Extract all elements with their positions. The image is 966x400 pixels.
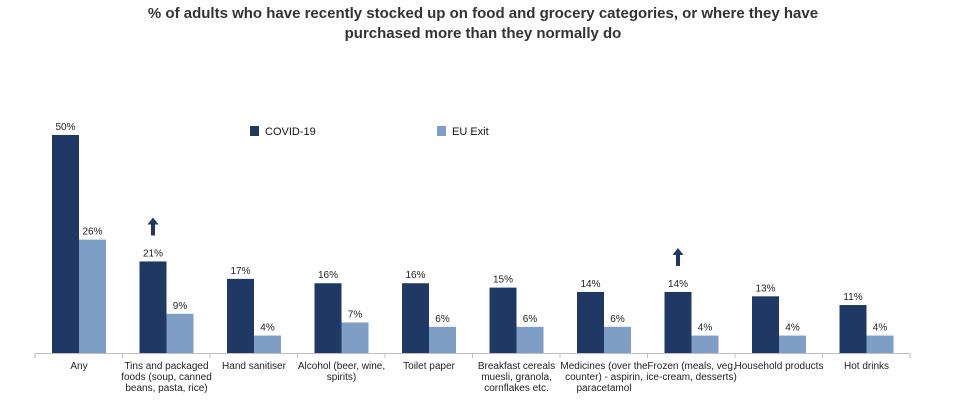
data-label: 14%: [580, 279, 600, 290]
bar-eu-exit: [779, 335, 806, 353]
bar-eu-exit: [166, 313, 194, 353]
bar-covid-19: [139, 261, 167, 353]
data-label: 4%: [698, 323, 713, 334]
x-tick-label: Alcohol (beer, wine,: [298, 361, 385, 372]
bar-eu-exit: [79, 239, 106, 353]
x-tick-label: foods (soup, canned: [121, 372, 212, 383]
x-tick-label: cornflakes etc.: [484, 383, 548, 394]
data-label: 6%: [523, 314, 538, 325]
data-label: 13%: [755, 283, 775, 294]
bar-covid-19: [664, 291, 692, 353]
data-label: 6%: [610, 314, 625, 325]
data-label: 4%: [873, 323, 888, 334]
bar-covid-19: [227, 278, 254, 353]
data-label: 16%: [318, 270, 338, 281]
data-label: 17%: [230, 266, 250, 277]
x-tick-label: paracetamol: [576, 383, 631, 394]
x-tick-label: Frozen (meals, veg,: [647, 361, 735, 372]
legend-label-eu-exit: EU Exit: [452, 126, 489, 138]
x-tick-label: Toilet paper: [403, 361, 455, 372]
x-tick-label: muesli, granola,: [481, 372, 552, 383]
bar-covid-19: [489, 287, 517, 353]
x-tick-label: spirits): [327, 372, 356, 383]
chart-title-line-1: % of adults who have recently stocked up…: [147, 5, 819, 22]
data-label: 11%: [843, 292, 862, 303]
x-tick-label: beans, pasta, rice): [125, 383, 207, 394]
data-label: 16%: [405, 270, 425, 281]
bar-covid-19: [314, 283, 342, 353]
chart-title-line-2: purchased more than they normally do: [344, 25, 622, 42]
x-tick-label: Hand sanitiser: [222, 361, 287, 372]
x-tick-label: Hot drinks: [844, 361, 889, 372]
data-label: 7%: [348, 309, 363, 320]
data-label: 15%: [493, 275, 513, 286]
chart-title: % of adults who have recently stocked up…: [0, 4, 966, 44]
data-label: 4%: [785, 323, 800, 334]
x-tick-label: Any: [70, 361, 87, 372]
bar-covid-19: [839, 305, 867, 353]
bar-eu-exit: [604, 326, 631, 353]
bar-eu-exit: [429, 326, 456, 353]
x-tick-label: counter) - aspirin,: [565, 372, 643, 383]
data-label: 21%: [143, 248, 163, 259]
data-label: 6%: [435, 314, 450, 325]
data-label: 4%: [260, 323, 275, 334]
bar-eu-exit: [691, 335, 719, 353]
x-tick-label: Medicines (over the: [560, 361, 648, 372]
legend-swatch-eu-exit: [437, 126, 446, 136]
bar-covid-19: [577, 291, 604, 353]
x-tick-label: Household products: [735, 361, 824, 372]
bar-covid-19: [52, 135, 79, 353]
up-arrow-icon: [672, 247, 684, 266]
bar-covid-19: [752, 296, 779, 353]
legend-label-covid-19: COVID-19: [265, 126, 316, 138]
data-label: 50%: [55, 122, 75, 133]
bar-eu-exit: [866, 335, 894, 353]
bar-covid-19: [402, 283, 429, 353]
legend-swatch-covid-19: [250, 126, 259, 136]
bar-eu-exit: [516, 326, 544, 353]
x-tick-label: Tins and packaged: [124, 361, 208, 372]
x-tick-label: Breakfast cereals: [478, 361, 555, 372]
data-label: 9%: [173, 301, 188, 312]
data-label: 26%: [82, 227, 102, 238]
data-label: 14%: [668, 279, 688, 290]
x-tick-label: ice-cream, desserts): [646, 372, 737, 383]
bar-eu-exit: [341, 322, 369, 353]
bar-eu-exit: [254, 335, 281, 353]
up-arrow-icon: [147, 217, 159, 236]
